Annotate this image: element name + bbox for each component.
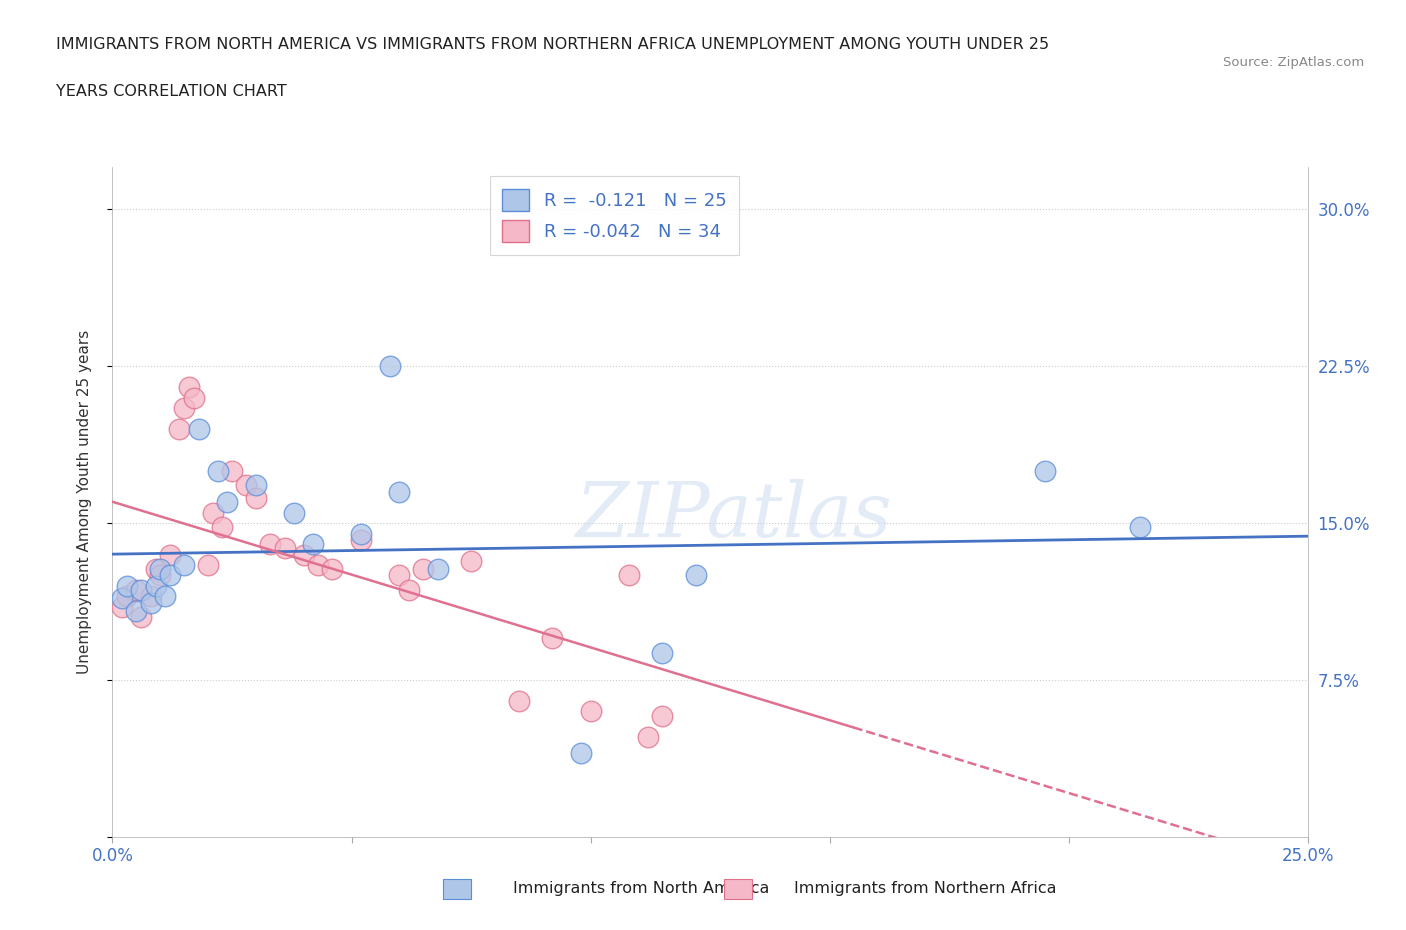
Text: Source: ZipAtlas.com: Source: ZipAtlas.com [1223,56,1364,69]
Point [177,379,200,394]
Point [169,421,191,436]
Point [159,568,181,583]
Point [139,589,162,604]
Y-axis label: Unemployment Among Youth under 25 years: Unemployment Among Youth under 25 years [77,330,91,674]
Point [637,729,659,744]
Point [173,558,195,573]
Point [651,709,673,724]
Point [579,704,602,719]
Point [302,537,325,551]
Point [1033,463,1056,478]
Point [197,558,219,573]
Point [245,478,267,493]
Point [1129,520,1152,535]
Point [292,547,315,562]
Point [139,595,162,610]
Point [235,478,257,493]
Point [111,600,134,615]
Legend: R =  -0.121   N = 25, R = -0.042   N = 34: R = -0.121 N = 25, R = -0.042 N = 34 [489,177,740,255]
Point [149,562,172,577]
Point [651,645,673,660]
Point [129,582,152,598]
Point [217,495,239,510]
Point [321,562,343,577]
Point [187,421,209,436]
Text: IMMIGRANTS FROM NORTH AMERICA VS IMMIGRANTS FROM NORTHERN AFRICA UNEMPLOYMENT AM: IMMIGRANTS FROM NORTH AMERICA VS IMMIGRA… [56,37,1049,52]
Point [153,589,176,604]
Point [221,463,243,478]
Point [183,391,205,405]
Text: ZIPatlas: ZIPatlas [575,479,893,552]
Point [350,533,373,548]
Text: Immigrants from Northern Africa: Immigrants from Northern Africa [794,881,1057,896]
Point [283,505,305,520]
Text: YEARS CORRELATION CHART: YEARS CORRELATION CHART [56,84,287,99]
Point [211,520,233,535]
Point [541,631,564,645]
Point [569,746,592,761]
Point [388,568,411,583]
Point [149,568,172,583]
Point [145,578,167,593]
Point [201,505,224,520]
Point [145,562,167,577]
Text: Immigrants from North America: Immigrants from North America [513,881,769,896]
Point [388,485,411,499]
Point [426,562,449,577]
Point [115,589,138,604]
Point [159,547,181,562]
Point [685,568,707,583]
Point [173,401,195,416]
Point [378,359,401,374]
Point [115,578,138,593]
Point [412,562,434,577]
Point [207,463,229,478]
Point [125,604,148,618]
Point [307,558,329,573]
Point [129,610,152,625]
Point [245,491,267,506]
Point [460,553,482,568]
Point [111,591,134,606]
Point [398,582,420,598]
Point [259,537,281,551]
Point [273,541,295,556]
Point [350,526,373,541]
Point [508,694,530,709]
Point [617,568,640,583]
Point [125,582,148,598]
